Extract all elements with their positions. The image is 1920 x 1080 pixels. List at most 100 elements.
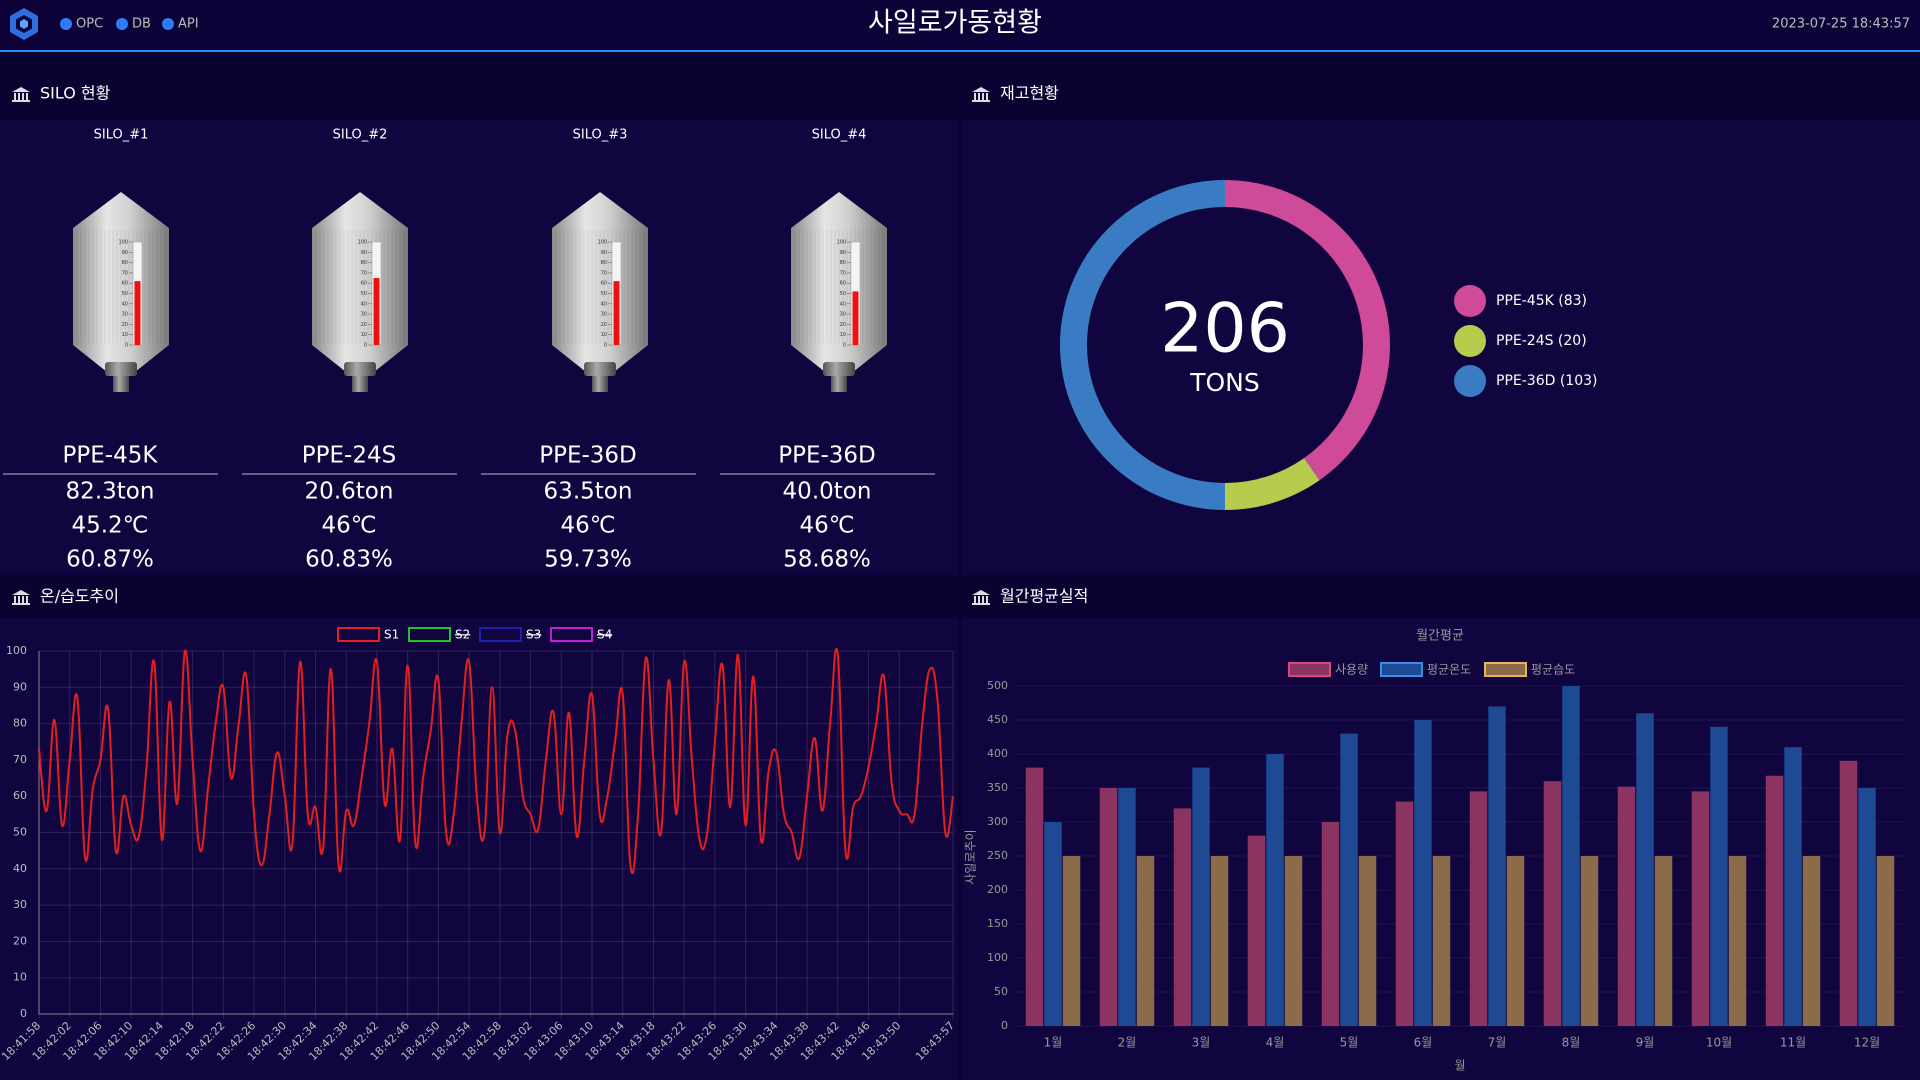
bar <box>1210 856 1229 1026</box>
silo-outlet <box>344 362 376 376</box>
bar <box>1414 720 1432 1026</box>
icon-base <box>12 603 30 605</box>
bar <box>1784 747 1802 1026</box>
status-label: API <box>178 17 199 32</box>
legend-label: S2 <box>455 628 470 642</box>
icon-pillar <box>974 596 976 603</box>
icon-pillar <box>18 93 20 100</box>
icon-pillar <box>978 93 980 100</box>
legend-label: PPE-45K (83) <box>1496 293 1587 309</box>
bar <box>1839 760 1858 1026</box>
panel-icon <box>12 87 30 102</box>
gauge-tick-label: 90 <box>840 250 846 256</box>
gauge-tick-label: 40 <box>601 301 607 307</box>
silo-weight: 40.0ton <box>783 479 872 505</box>
gauge-tick-label: 30 <box>840 312 846 318</box>
panel-bg <box>962 120 1920 575</box>
icon-roof <box>12 590 30 595</box>
silo-neck <box>352 376 368 392</box>
x-tick-label: 10월 <box>1706 1036 1732 1050</box>
silo-hopper <box>552 345 648 372</box>
line-series <box>38 647 954 875</box>
gauge-tick-label: 90 <box>122 250 128 256</box>
gauge-tick-label: 100 <box>118 240 128 246</box>
x-tick-label: 5월 <box>1340 1036 1359 1050</box>
legend-label: PPE-24S (20) <box>1496 333 1587 349</box>
y-tick-label: 350 <box>987 781 1008 794</box>
gauge-tick-label: 0 <box>125 343 128 349</box>
y-tick-label: 450 <box>987 713 1008 726</box>
y-tick-label: 40 <box>13 862 27 875</box>
y-tick-label: 400 <box>987 747 1008 760</box>
panel-bg <box>0 618 958 1080</box>
bar <box>1284 856 1303 1026</box>
gauge-tick-label: 0 <box>843 343 846 349</box>
gauge-tick-label: 70 <box>601 270 607 276</box>
gauge-tick-label: 50 <box>601 291 607 297</box>
gauge-tick-label: 50 <box>122 291 128 297</box>
bar <box>1691 791 1710 1026</box>
legend-label: S1 <box>384 628 399 642</box>
gauge-tick-label: 80 <box>601 260 607 266</box>
bar <box>1636 713 1654 1026</box>
gauge-tick-label: 40 <box>840 301 846 307</box>
silo-product: PPE-45K <box>63 443 159 469</box>
icon-roof <box>972 590 990 595</box>
status-dot <box>162 18 174 30</box>
icon-pillar <box>14 93 16 100</box>
silo-humidity: 60.87% <box>66 547 154 573</box>
status-label: DB <box>132 17 151 32</box>
chart-title: 월간평균 <box>1416 629 1464 644</box>
bar <box>1580 856 1599 1026</box>
y-tick-label: 300 <box>987 815 1008 828</box>
silo-temperature: 46℃ <box>560 513 615 539</box>
y-tick-label: 500 <box>987 679 1008 692</box>
y-tick-label: 200 <box>987 883 1008 896</box>
silo-temperature: 46℃ <box>321 513 376 539</box>
y-tick-label: 10 <box>13 971 27 984</box>
x-tick-label: 3월 <box>1192 1036 1211 1050</box>
bar <box>1765 775 1784 1026</box>
gauge-level <box>613 281 620 345</box>
x-tick-label: 6월 <box>1414 1036 1433 1050</box>
gauge-tick-label: 60 <box>601 281 607 287</box>
silo-roof <box>312 192 408 228</box>
silo-hopper <box>791 345 887 372</box>
legend-label: 평균온도 <box>1427 663 1471 677</box>
x-tick-label: 7월 <box>1488 1036 1507 1050</box>
gauge-tick-label: 80 <box>840 260 846 266</box>
status-label: OPC <box>76 17 103 32</box>
legend-swatch <box>1288 662 1331 677</box>
gauge-level <box>373 278 380 345</box>
gauge-tick-label: 50 <box>361 291 367 297</box>
silo-body <box>312 228 408 345</box>
icon-base <box>972 603 990 605</box>
legend-label: 사용량 <box>1335 663 1368 677</box>
icon-pillar <box>986 596 988 603</box>
legend-swatch <box>1454 325 1486 357</box>
x-tick-label: 11월 <box>1780 1036 1806 1050</box>
bar <box>1488 706 1506 1026</box>
icon-pillar <box>982 596 984 603</box>
gauge-tick-label: 40 <box>361 301 367 307</box>
icon-pillar <box>26 596 28 603</box>
gauge-tick-label: 70 <box>361 270 367 276</box>
status-dot <box>60 18 72 30</box>
panel-icon <box>12 590 30 605</box>
bar <box>1432 856 1451 1026</box>
bar <box>1543 781 1562 1026</box>
bar <box>1654 856 1673 1026</box>
legend-label: PPE-36D (103) <box>1496 373 1597 389</box>
gauge-tick-label: 20 <box>361 322 367 328</box>
icon-pillar <box>14 596 16 603</box>
gauge-tick-label: 30 <box>122 312 128 318</box>
icon-roof <box>972 87 990 92</box>
legend-swatch <box>1380 662 1423 677</box>
panel-title: 월간평균실적 <box>1000 587 1088 606</box>
panel-title: 재고현황 <box>1000 84 1059 103</box>
panel-icon <box>972 87 990 102</box>
icon-pillar <box>22 93 24 100</box>
silo-weight: 63.5ton <box>544 479 633 505</box>
